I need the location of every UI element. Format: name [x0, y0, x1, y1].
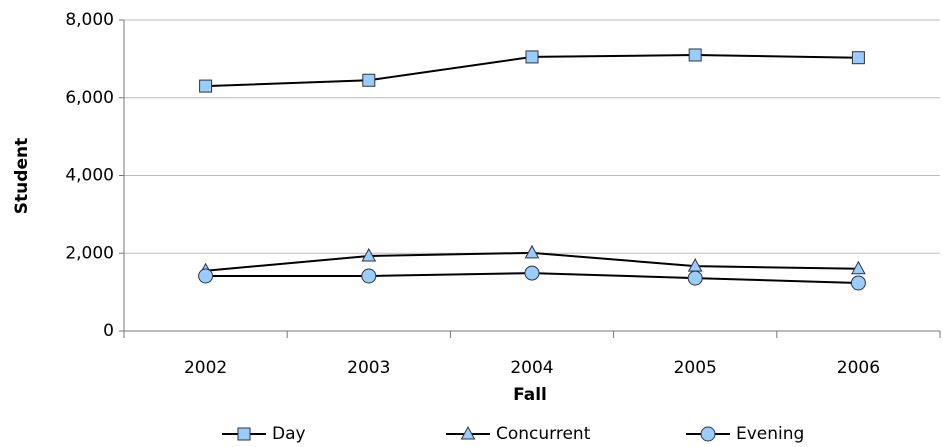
x-tick-label: 2003 — [347, 358, 390, 378]
legend-label: Day — [272, 424, 306, 444]
y-tick-label: 4,000 — [65, 166, 114, 186]
x-axis-title: Fall — [513, 385, 547, 405]
marker-square — [851, 51, 865, 65]
marker-circle — [361, 268, 377, 284]
x-tick-label: 2005 — [674, 358, 717, 378]
x-tick-label: 2002 — [184, 358, 227, 378]
marker-square — [688, 48, 702, 62]
marker-circle — [700, 426, 716, 442]
marker-triangle — [460, 425, 476, 440]
marker-circle — [850, 275, 866, 291]
legend-label: Evening — [736, 424, 804, 444]
y-tick-label: 8,000 — [65, 10, 114, 30]
marker-square — [362, 73, 376, 87]
marker-circle — [198, 268, 214, 284]
marker-triangle — [851, 260, 866, 275]
y-tick-label: 6,000 — [65, 88, 114, 108]
marker-square — [525, 50, 539, 64]
marker-triangle — [524, 244, 540, 259]
marker-circle — [524, 265, 540, 281]
y-tick-label: 2,000 — [65, 243, 114, 263]
marker-square — [237, 427, 251, 441]
marker-triangle — [361, 247, 377, 262]
marker-square — [199, 79, 213, 93]
legend-label: Concurrent — [496, 424, 591, 444]
x-tick-label: 2004 — [510, 358, 553, 378]
x-tick-label: 2006 — [837, 358, 880, 378]
marker-circle — [687, 270, 703, 286]
y-axis-title: Student — [12, 138, 32, 214]
y-tick-label: 0 — [103, 321, 114, 341]
